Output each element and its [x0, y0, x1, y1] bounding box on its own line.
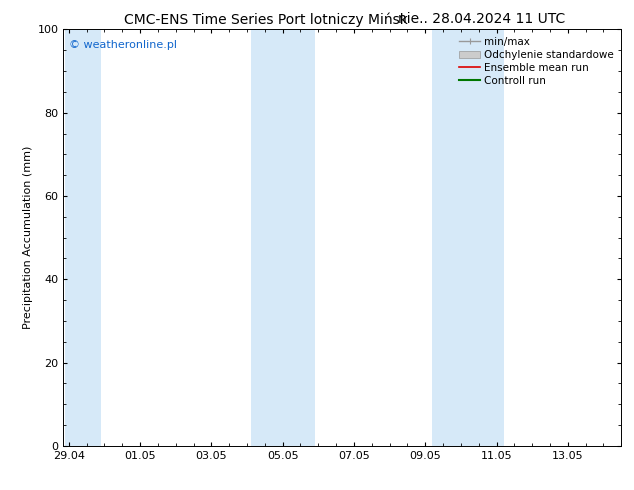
Y-axis label: Precipitation Accumulation (mm): Precipitation Accumulation (mm) [23, 146, 34, 329]
Text: nie.. 28.04.2024 11 UTC: nie.. 28.04.2024 11 UTC [398, 12, 566, 26]
Text: CMC-ENS Time Series Port lotniczy Mińsk: CMC-ENS Time Series Port lotniczy Mińsk [124, 12, 408, 27]
Bar [432, 29, 503, 446]
Text: © weatheronline.pl: © weatheronline.pl [69, 40, 177, 50]
Bar [65, 29, 101, 446]
Bar [250, 29, 314, 446]
Legend: min/max, Odchylenie standardowe, Ensemble mean run, Controll run: min/max, Odchylenie standardowe, Ensembl… [455, 32, 618, 90]
